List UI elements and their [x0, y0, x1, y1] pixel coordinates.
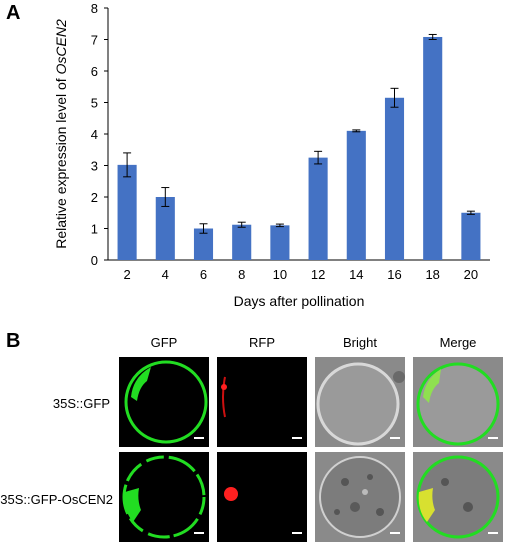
x-tick-label: 20	[464, 267, 478, 282]
bar	[461, 212, 481, 260]
x-tick-label: 14	[349, 267, 363, 282]
bar	[193, 228, 214, 260]
x-ticks: 2 4 6 8 10 12 14 16 18 20	[123, 267, 478, 282]
error-bars	[123, 33, 475, 234]
micrograph-bright-control	[315, 357, 405, 447]
bar	[232, 224, 252, 260]
y-axis-label-text: Relative expression level of	[53, 74, 69, 248]
x-tick-label: 8	[238, 267, 245, 282]
bar	[117, 164, 137, 260]
row-label-35s-gfp: 35S::GFP	[52, 396, 110, 411]
bar	[384, 97, 405, 261]
y-tick-label: 3	[91, 159, 98, 174]
x-tick-label: 10	[273, 267, 287, 282]
y-tick-label: 1	[91, 222, 98, 237]
micrograph-rfp-control	[217, 357, 307, 447]
column-header-gfp: GFP	[150, 335, 178, 350]
bar	[270, 225, 290, 260]
bar	[423, 36, 443, 261]
row-label-35s-gfp-oscen2: 35S::GFP-OsCEN2	[0, 492, 113, 507]
column-header-rfp: RFP	[249, 335, 275, 350]
panel-label-b: B	[6, 330, 21, 352]
x-axis-label: Days after pollination	[234, 293, 365, 309]
micrograph-rfp-oscen2	[217, 452, 307, 542]
bars	[117, 36, 481, 261]
y-tick-label: 8	[91, 1, 98, 16]
y-tick-label: 4	[91, 127, 98, 142]
y-tick-label: 6	[91, 64, 98, 79]
y-tick-label: 7	[91, 33, 98, 48]
y-axis-label: Relative expression level of OsCEN2	[53, 19, 69, 249]
column-header-merge: Merge	[439, 335, 477, 350]
column-header-bright: Bright	[343, 335, 377, 350]
micrograph-merge-oscen2	[413, 452, 503, 542]
x-tick-label: 18	[425, 267, 439, 282]
y-tick-label: 2	[91, 190, 98, 205]
y-axis-label-gene: OsCEN2	[53, 19, 69, 74]
micrograph-merge-control	[413, 357, 503, 447]
bar	[155, 197, 175, 260]
panel-label-a: A	[6, 2, 21, 24]
x-tick-label: 2	[123, 267, 130, 282]
x-tick-label: 4	[162, 267, 169, 282]
bar	[308, 157, 328, 260]
micrograph-gfp-control	[119, 357, 209, 447]
micrograph-bright-oscen2	[315, 452, 405, 542]
micrograph-gfp-oscen2	[119, 452, 209, 542]
x-tick-label: 16	[387, 267, 401, 282]
y-ticks: 0 1 2 3 4 5 6 7 8	[91, 1, 108, 268]
bar	[346, 130, 366, 260]
y-tick-label: 0	[91, 253, 98, 268]
x-tick-label: 12	[311, 267, 325, 282]
y-tick-label: 5	[91, 96, 98, 111]
x-tick-label: 6	[200, 267, 207, 282]
